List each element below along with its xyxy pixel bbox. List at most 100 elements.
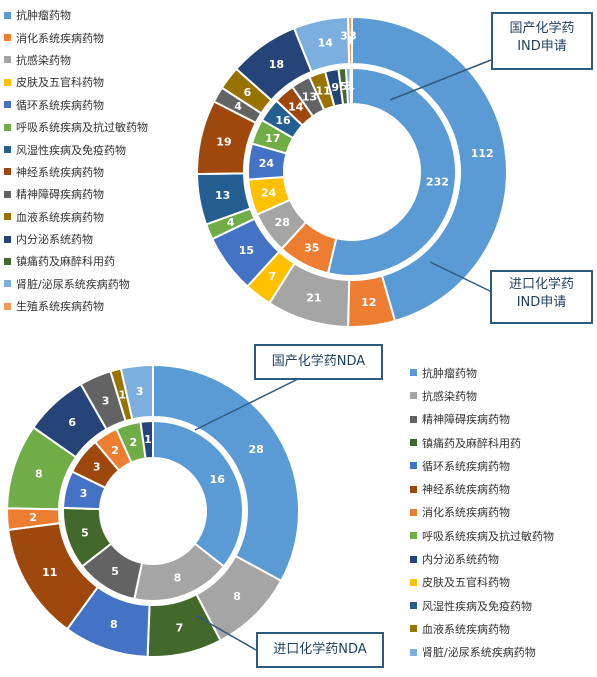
top-inner-data-label: 232 — [426, 175, 449, 188]
bottom-legend-item: 呼吸系统疾病及抗过敏药物 — [410, 524, 554, 547]
bottom-legend-item: 神经系统疾病药物 — [410, 477, 554, 500]
top-outer-data-label: 12 — [361, 296, 376, 309]
legend-swatch — [4, 78, 11, 86]
leader-import-nda — [194, 614, 257, 651]
legend-bottom-chart: 抗肿瘤药物抗感染药物精神障碍疾病药物镇痛药及麻醉科用药循环系统疾病药物 神经系统疾… — [410, 361, 554, 664]
bottom-outer-data-label: 3 — [136, 385, 144, 398]
legend-swatch — [4, 213, 11, 221]
top-outer-data-label: 1 — [346, 34, 354, 47]
top-inner-data-label: 3 — [345, 80, 353, 93]
legend-label: 抗肿瘤药物 — [422, 366, 477, 380]
top-inner-data-label: 16 — [275, 114, 291, 127]
bottom-legend-item: 精神障碍疾病药物 — [410, 408, 554, 431]
callout-import-ind: 进口化学药 IND申请 — [490, 270, 593, 324]
legend-label: 抗感染药物 — [16, 53, 71, 67]
bottom-inner-data-label: 2 — [111, 444, 119, 457]
top-legend-item: 血液系统疾病药物 — [4, 206, 148, 228]
bottom-legend-item: 抗感染药物 — [410, 384, 554, 407]
bottom-outer-data-label: 1 — [118, 388, 126, 401]
top-legend-item: 抗肿瘤药物 — [4, 4, 148, 26]
bottom-legend-item: 肾脏/泌尿系统疾病药物 — [410, 641, 554, 664]
legend-swatch — [4, 123, 11, 131]
legend-label: 呼吸系统疾病及抗过敏药物 — [422, 529, 554, 543]
legend-swatch — [4, 101, 11, 109]
callout-import-nda: 进口化学药NDA — [256, 632, 384, 668]
top-inner-data-label: 24 — [259, 157, 275, 170]
bottom-inner-data-label: 16 — [210, 473, 226, 486]
legend-label: 精神障碍疾病药物 — [16, 188, 104, 202]
bottom-inner-slice — [139, 419, 154, 460]
bottom-legend-item: 血液系统疾病药物 — [410, 617, 554, 640]
legend-label: 循环系统疾病药物 — [16, 98, 104, 112]
legend-label: 风湿性疾病及免疫药物 — [422, 599, 532, 613]
legend-label: 抗感染药物 — [422, 389, 477, 403]
top-inner-data-label: 35 — [304, 241, 319, 254]
top-outer-slice — [351, 15, 508, 323]
legend-swatch — [4, 302, 11, 310]
top-legend-item: 神经系统疾病药物 — [4, 161, 148, 183]
bottom-legend-item: 内分泌系统药物 — [410, 547, 554, 570]
bottom-legend-item: 皮肤及五官科药物 — [410, 571, 554, 594]
top-inner-data-label: 28 — [275, 216, 290, 229]
top-inner-data-label: 17 — [265, 132, 280, 145]
bottom-outer-data-label: 2 — [29, 511, 37, 524]
legend-label: 内分泌系统药物 — [16, 233, 93, 247]
bottom-outer-slice — [152, 363, 300, 583]
top-outer-data-label: 18 — [269, 58, 284, 71]
top-legend-item: 风湿性疾病及免疫药物 — [4, 138, 148, 160]
legend-swatch — [4, 146, 11, 154]
top-inner-data-label: 24 — [261, 187, 277, 200]
top-legend-item: 皮肤及五官科药物 — [4, 71, 148, 93]
bottom-inner-data-label: 1 — [144, 433, 152, 446]
legend-swatch — [410, 462, 417, 470]
bottom-outer-data-label: 8 — [110, 618, 118, 631]
top-inner-data-label: 1 — [348, 80, 356, 93]
bottom-outer-data-label: 8 — [35, 467, 43, 480]
legend-swatch — [4, 56, 11, 64]
legend-label: 血液系统疾病药物 — [422, 622, 510, 636]
legend-label: 神经系统疾病药物 — [422, 483, 510, 497]
legend-label: 血液系统疾病药物 — [16, 210, 104, 224]
legend-label: 皮肤及五官科药物 — [422, 576, 510, 590]
top-outer-data-label: 7 — [268, 270, 276, 283]
legend-label: 镇痛药及麻醉科用药 — [16, 255, 115, 269]
legend-swatch — [410, 415, 417, 423]
legend-label: 消化系统疾病药物 — [422, 506, 510, 520]
top-outer-slice — [347, 15, 353, 66]
bottom-inner-data-label: 3 — [93, 460, 101, 473]
top-inner-data-label: 14 — [288, 100, 304, 113]
top-legend-item: 生殖系统疾病药物 — [4, 295, 148, 317]
top-outer-data-label: 3 — [349, 30, 357, 43]
bottom-inner-data-label: 5 — [81, 527, 89, 540]
legend-label: 生殖系统疾病药物 — [16, 300, 104, 314]
legend-swatch — [410, 369, 417, 377]
bottom-inner-data-label: 3 — [80, 487, 88, 500]
bottom-legend-item: 镇痛药及麻醉科用药 — [410, 431, 554, 454]
top-inner-data-label: 9 — [331, 81, 339, 94]
top-inner-data-label: 5 — [340, 80, 348, 93]
legend-label: 内分泌系统药物 — [422, 553, 499, 567]
legend-label: 精神障碍疾病药物 — [422, 413, 510, 427]
top-inner-data-label: 13 — [302, 91, 317, 104]
leader-import-ind — [429, 261, 493, 293]
top-legend-item: 抗感染药物 — [4, 49, 148, 71]
top-outer-data-label: 3 — [340, 30, 348, 43]
legend-label: 肾脏/泌尿系统疾病药物 — [16, 277, 130, 291]
legend-label: 循环系统疾病药物 — [422, 459, 510, 473]
legend-label: 呼吸系统疾病及抗过敏药物 — [16, 121, 148, 135]
callout-domestic-ind: 国产化学药 IND申请 — [491, 12, 593, 70]
bottom-outer-data-label: 8 — [233, 590, 241, 603]
top-outer-data-label: 13 — [215, 189, 230, 202]
top-legend-item: 肾脏/泌尿系统疾病药物 — [4, 273, 148, 295]
legend-swatch — [4, 168, 11, 176]
bottom-outer-data-label: 11 — [42, 566, 57, 579]
leader-domestic-ind — [389, 59, 492, 101]
legend-swatch — [410, 532, 417, 540]
legend-label: 肾脏/泌尿系统疾病药物 — [422, 646, 536, 660]
legend-top-chart: 抗肿瘤药物 消化系统疾病药物 抗感染药物 皮肤及五官科药物 循环系统疾病药物 呼吸系统疾病… — [4, 4, 148, 317]
top-outer-data-label: 4 — [234, 100, 242, 113]
bottom-outer-data-label: 3 — [102, 394, 110, 407]
bottom-outer-data-label: 6 — [68, 416, 76, 429]
top-outer-data-label: 21 — [306, 291, 321, 304]
